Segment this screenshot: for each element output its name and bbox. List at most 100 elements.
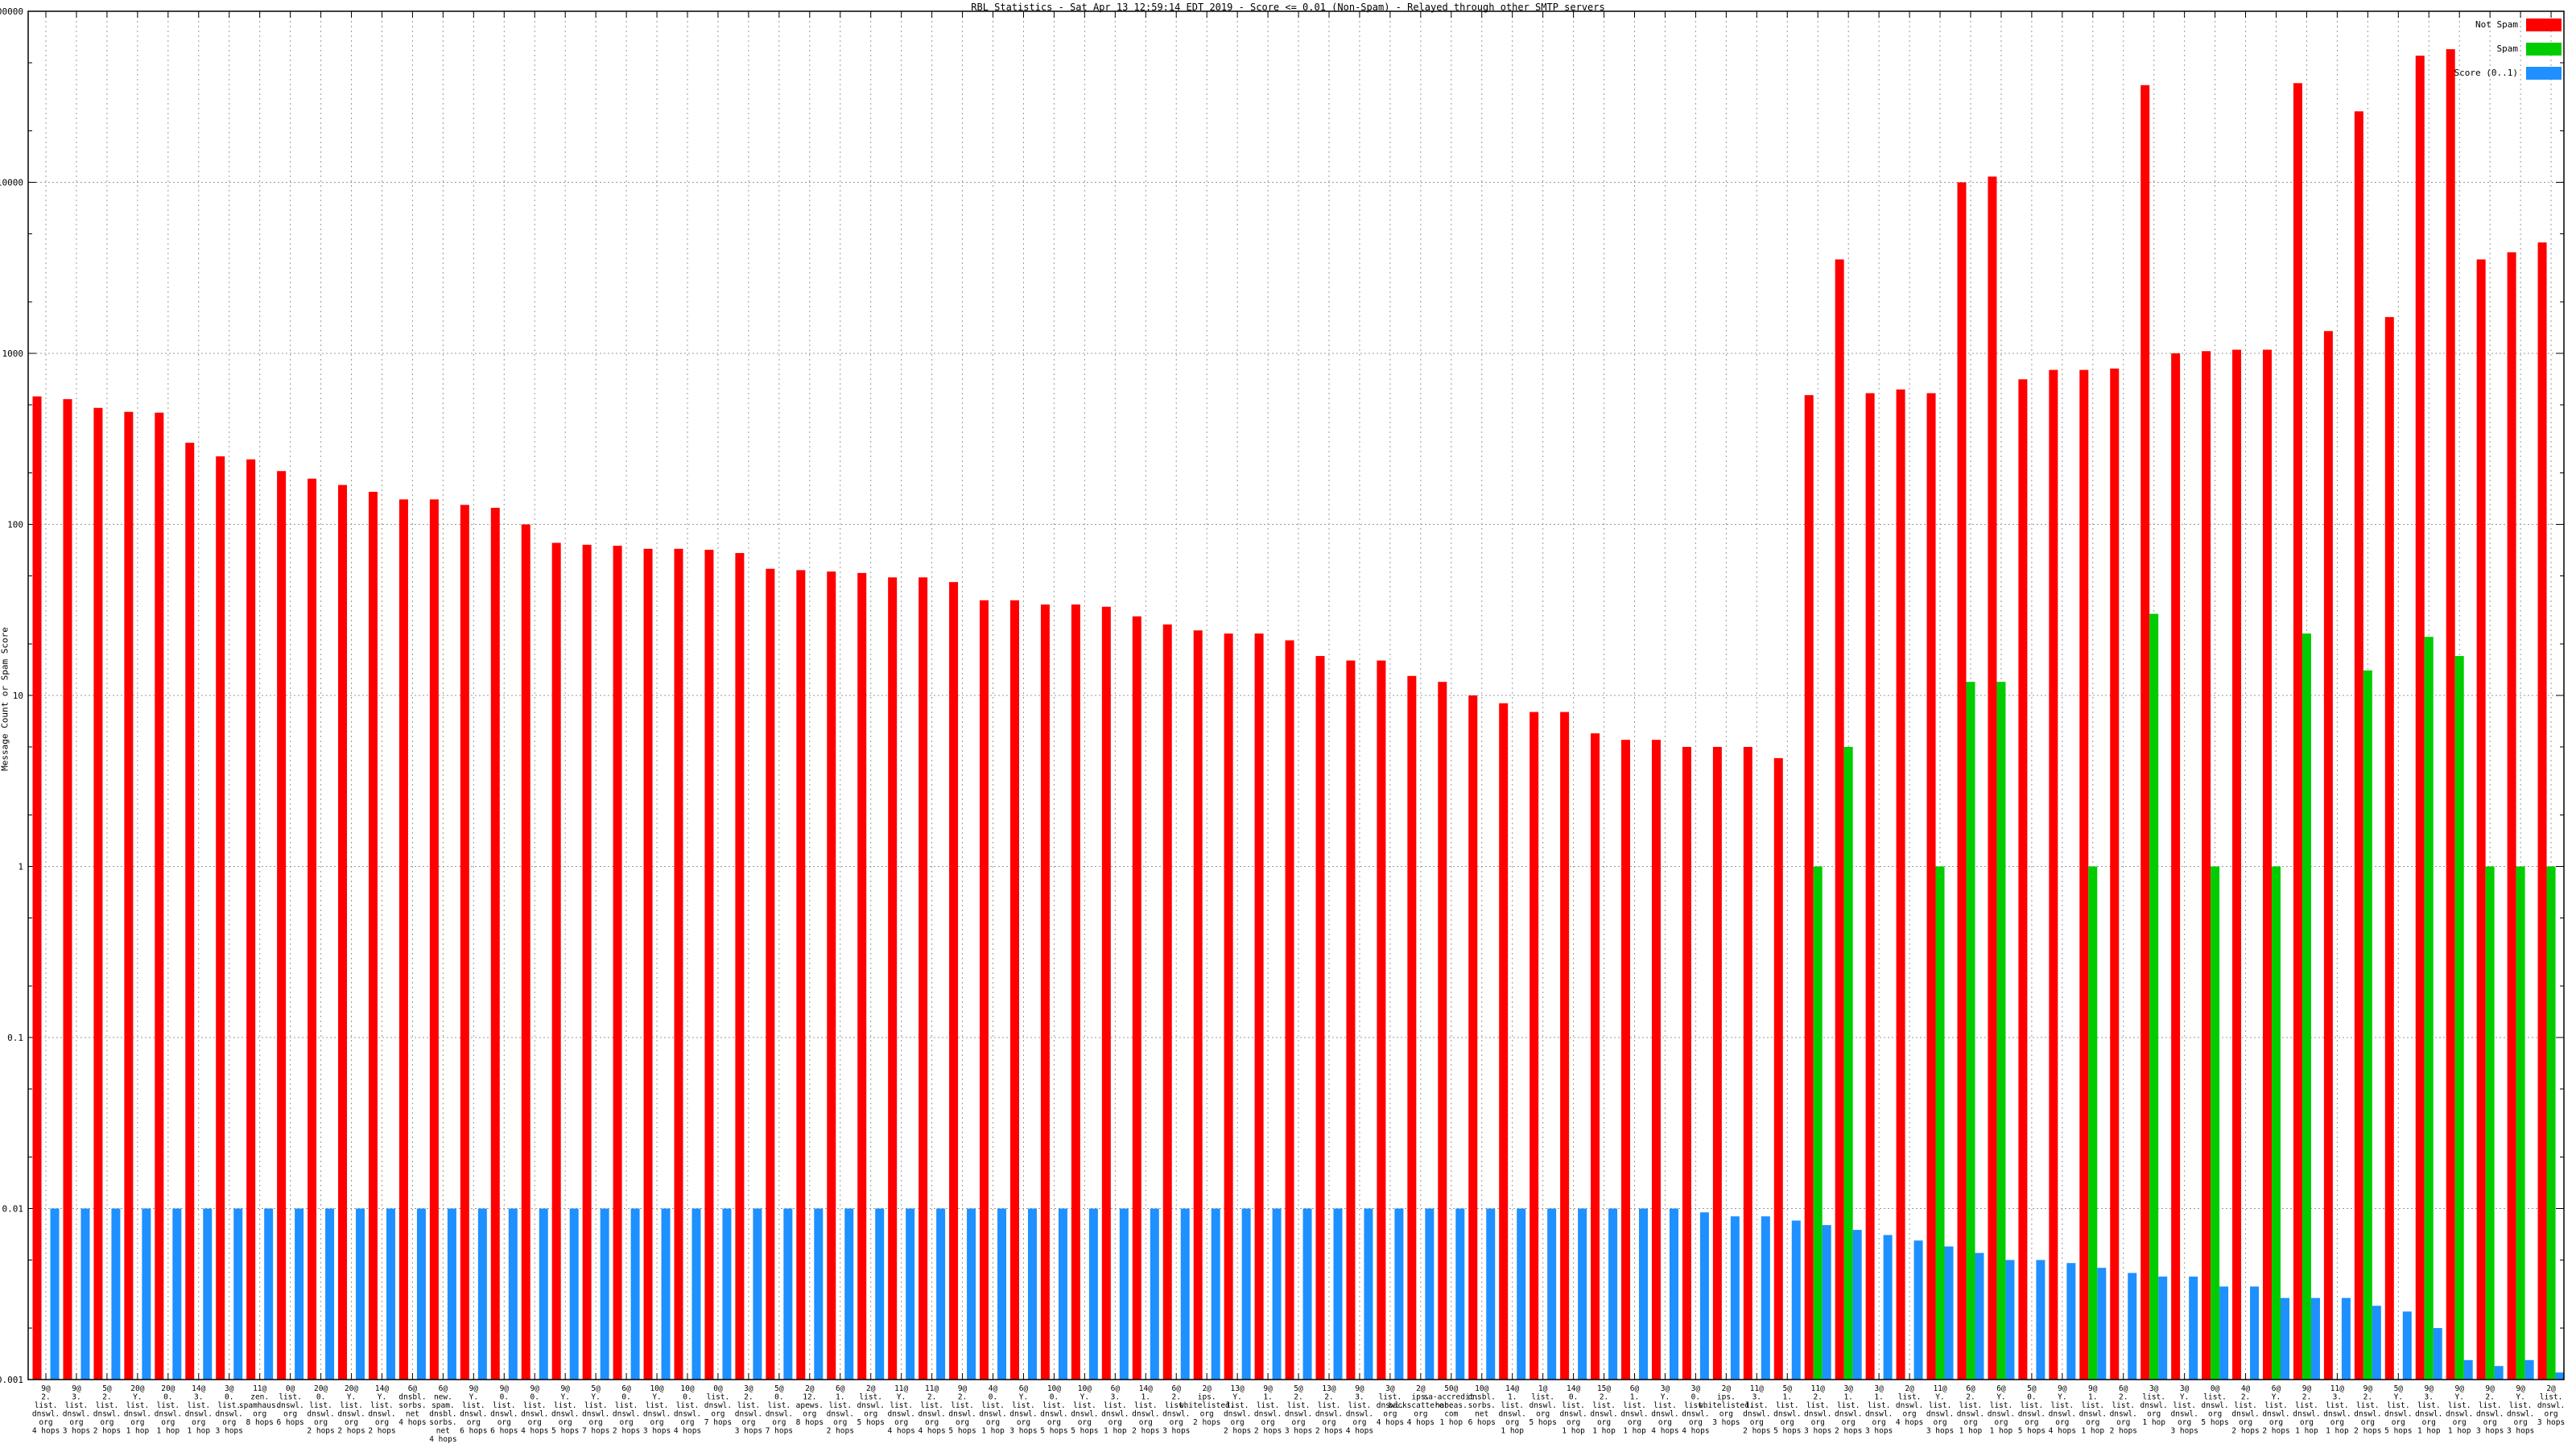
bar-score — [1088, 1208, 1098, 1380]
bar-score — [1913, 1240, 1923, 1380]
bar-not-spam — [1865, 393, 1875, 1380]
bar-score — [1302, 1208, 1312, 1380]
y-axis-title: Message Count or Spam Score — [0, 627, 10, 771]
x-group-label: 5@ 0. list. dnswl. org 7 hops — [766, 1384, 793, 1436]
y-tick-label: 1000 — [2, 349, 24, 359]
x-group-label: 6@ new. spam. dnsbl. sorbs. net 4 hops — [429, 1384, 456, 1444]
bar-score — [2494, 1366, 2504, 1380]
bar-not-spam — [1101, 606, 1111, 1380]
bar-not-spam — [857, 572, 867, 1380]
bar-score — [2463, 1359, 2473, 1380]
bar-not-spam — [277, 471, 287, 1380]
x-group-label: 10@ dnsbl. sorbs. net 6 hops — [1468, 1384, 1496, 1427]
bar-score — [936, 1208, 946, 1380]
bar-not-spam — [674, 548, 683, 1380]
bar-score — [1455, 1208, 1465, 1380]
bar-score — [1852, 1230, 1862, 1380]
bar-not-spam — [582, 544, 592, 1380]
bar-score — [600, 1208, 609, 1380]
x-group-label: 5@ 2. list. dnswl. org 3 hops — [1285, 1384, 1312, 1436]
bar-score — [539, 1208, 548, 1380]
x-group-label: 9@ Y. list. dnswl. org 5 hops — [551, 1384, 579, 1436]
bar-spam — [1966, 682, 1975, 1380]
bar-not-spam — [949, 582, 959, 1380]
bar-not-spam — [1377, 660, 1386, 1380]
bar-score — [630, 1208, 640, 1380]
x-group-label: 9@ 2. list. dnswl. org 4 hops — [32, 1384, 60, 1436]
bar-not-spam — [2354, 111, 2363, 1380]
bar-not-spam — [2384, 316, 2394, 1380]
bar-spam — [2424, 637, 2434, 1380]
bar-not-spam — [2110, 368, 2120, 1380]
x-group-label: 6@ 2. list. dnswl. org 2 hops — [2110, 1384, 2137, 1436]
bar-score — [1364, 1208, 1373, 1380]
bar-score — [295, 1208, 304, 1380]
bar-not-spam — [368, 492, 378, 1380]
legend-row-spam: Spam — [2454, 42, 2562, 56]
bar-not-spam — [1224, 633, 1233, 1380]
bar-not-spam — [2049, 369, 2058, 1380]
bar-score — [2555, 1372, 2565, 1380]
x-group-label: 10@ Y. list. dnswl. org 3 hops — [643, 1384, 671, 1436]
bar-score — [1578, 1208, 1587, 1380]
bar-not-spam — [63, 398, 72, 1380]
x-group-label: 11@ 3. list. dnswl. org 2 hops — [1743, 1384, 1770, 1436]
y-tick-label: 10 — [13, 691, 23, 701]
bar-not-spam — [1988, 176, 1997, 1380]
bar-not-spam — [1132, 616, 1141, 1380]
bar-not-spam — [185, 443, 195, 1380]
bar-not-spam — [643, 548, 653, 1380]
bar-spam — [1935, 866, 1945, 1380]
x-group-label: 9@ 0. list. dnswl. org 6 hops — [490, 1384, 518, 1436]
bar-not-spam — [1193, 630, 1203, 1380]
legend-swatch-score-icon — [2526, 66, 2562, 80]
bar-not-spam — [980, 600, 989, 1380]
x-group-label: 6@ 3. list. dnswl. org 1 hop — [1101, 1384, 1129, 1436]
bar-spam — [2485, 866, 2495, 1380]
x-group-label: 11@ 3. list. dnswl. org 1 hop — [2323, 1384, 2351, 1436]
bar-score — [2341, 1297, 2351, 1380]
bar-not-spam — [490, 507, 500, 1380]
x-group-label: 4@ 0. list. dnswl. org 1 hop — [979, 1384, 1006, 1436]
bar-spam — [2211, 866, 2220, 1380]
bar-score — [172, 1208, 182, 1380]
y-tick-label: 100 — [7, 520, 23, 530]
x-group-label: 10@ 0. list. dnswl. org 5 hops — [1040, 1384, 1067, 1436]
x-group-label: 9@ 0. list. dnswl. org 4 hops — [521, 1384, 548, 1436]
x-group-label: 20@ 0. list. dnswl. org 2 hops — [307, 1384, 334, 1436]
bar-score — [1883, 1235, 1893, 1380]
bar-score — [844, 1208, 854, 1380]
x-group-label: 9@ Y. list. dnswl. org 6 hops — [460, 1384, 487, 1436]
x-group-label: 2@ ips. backscatterer. org 4 hops — [1389, 1384, 1453, 1427]
bar-score — [1608, 1208, 1618, 1380]
bar-score — [814, 1208, 824, 1380]
bar-not-spam — [1499, 703, 1509, 1380]
bar-score — [997, 1208, 1007, 1380]
chart-title: RBL Statistics - Sat Apr 13 12:59:14 EDT… — [971, 2, 1605, 13]
bar-not-spam — [919, 577, 928, 1380]
y-tick-label: 100000 — [0, 6, 23, 17]
bar-not-spam — [1651, 740, 1661, 1380]
bar-score — [1517, 1208, 1526, 1380]
bar-not-spam — [1254, 633, 1264, 1380]
x-group-label: 13@ Y. list. dnswl. org 2 hops — [1224, 1384, 1251, 1436]
bar-not-spam — [1957, 182, 1967, 1380]
bar-not-spam — [2171, 353, 2181, 1380]
bar-score — [1699, 1212, 1709, 1380]
bar-score — [967, 1208, 976, 1380]
x-group-label: 11@ zen. spamhaus. org 8 hops — [239, 1384, 280, 1427]
x-group-label: 3@ 1. list. dnswl. org 3 hops — [1865, 1384, 1893, 1436]
bar-score — [1394, 1208, 1404, 1380]
bar-not-spam — [1346, 660, 1356, 1380]
bar-spam — [1843, 746, 1853, 1380]
bar-not-spam — [2018, 379, 2028, 1380]
bar-score — [2310, 1297, 2320, 1380]
legend-row-score: Score (0..1) — [2454, 66, 2562, 80]
bar-not-spam — [2140, 85, 2150, 1380]
bar-score — [1669, 1208, 1678, 1380]
bar-score — [1486, 1208, 1496, 1380]
bar-not-spam — [1407, 675, 1417, 1380]
x-group-label: 4@ 2. list. dnswl. org 2 hops — [2231, 1384, 2259, 1436]
bar-not-spam — [1804, 394, 1814, 1380]
